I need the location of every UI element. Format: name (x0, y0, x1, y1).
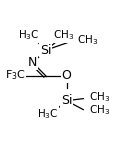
Text: F$_3$C: F$_3$C (5, 69, 25, 82)
Text: Si: Si (60, 94, 72, 107)
Text: H$_3$C: H$_3$C (18, 29, 39, 42)
Text: Si: Si (39, 44, 51, 57)
Text: CH$_3$: CH$_3$ (76, 33, 97, 47)
Text: CH$_3$: CH$_3$ (53, 29, 74, 42)
Text: O: O (61, 69, 71, 82)
Text: CH$_3$: CH$_3$ (88, 90, 109, 104)
Text: CH$_3$: CH$_3$ (88, 103, 109, 117)
Text: N: N (28, 56, 37, 69)
Text: H$_3$C: H$_3$C (36, 107, 58, 121)
